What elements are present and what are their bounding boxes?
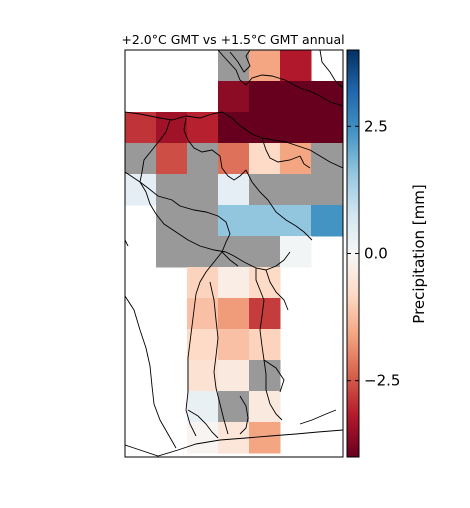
colorbar-gradient bbox=[347, 50, 359, 457]
heatmap-cell bbox=[280, 236, 312, 268]
heatmap-cell bbox=[218, 112, 250, 144]
heatmap-cell bbox=[218, 329, 250, 361]
colorbar-label: Precipitation [mm] bbox=[410, 184, 428, 323]
heatmap-cell bbox=[311, 205, 343, 237]
heatmap-cell bbox=[249, 391, 281, 423]
heatmap-cell bbox=[280, 81, 312, 113]
heatmap-cell bbox=[156, 236, 188, 268]
heatmap-cell bbox=[125, 112, 157, 144]
heatmap-cell bbox=[125, 143, 157, 175]
heatmap-cell bbox=[249, 174, 281, 206]
colorbar-tick-label: 0.0 bbox=[364, 245, 388, 263]
heatmap-cell bbox=[218, 174, 250, 206]
heatmap-cell bbox=[249, 205, 281, 237]
heatmap-cell bbox=[156, 174, 188, 206]
heatmap-cell bbox=[311, 143, 343, 175]
heatmap-cell bbox=[311, 112, 343, 144]
heatmap-cell bbox=[218, 205, 250, 237]
heatmap-cell bbox=[249, 236, 281, 268]
map-frame bbox=[124, 49, 344, 458]
heatmap-cell bbox=[218, 50, 250, 82]
heatmap-cell bbox=[249, 81, 281, 113]
heatmap-cell bbox=[249, 143, 281, 175]
heatmap-cell bbox=[187, 267, 219, 299]
heatmap-cell bbox=[249, 50, 281, 82]
colorbar-tick-label: −2.5 bbox=[364, 372, 400, 390]
chart-title: +2.0°C GMT vs +1.5°C GMT annual bbox=[121, 32, 344, 47]
heatmap-cell bbox=[187, 143, 219, 175]
colorbar-ticks: 2.5 0.0 −2.5 bbox=[347, 117, 400, 390]
heatmap-cell bbox=[311, 81, 343, 113]
heatmap-cell bbox=[249, 267, 281, 299]
heatmap-cell bbox=[187, 174, 219, 206]
heatmap-cell bbox=[249, 298, 281, 330]
heatmap-cell bbox=[156, 205, 188, 237]
heatmap-cell bbox=[218, 360, 250, 392]
heatmap-cell bbox=[156, 143, 188, 175]
heatmap-cell bbox=[218, 298, 250, 330]
country-borders bbox=[125, 50, 343, 457]
heatmap-cell bbox=[187, 329, 219, 361]
heatmap-cell bbox=[280, 174, 312, 206]
heatmap-cell bbox=[280, 143, 312, 175]
heatmap-cell bbox=[187, 205, 219, 237]
heatmap-cell bbox=[249, 329, 281, 361]
colorbar: 2.5 0.0 −2.5 Precipitation [mm] bbox=[346, 49, 428, 458]
heatmap-cell bbox=[218, 391, 250, 423]
heatmap-cells bbox=[125, 50, 343, 454]
heatmap-cell bbox=[311, 174, 343, 206]
heatmap-cell bbox=[280, 205, 312, 237]
heatmap-cell bbox=[280, 50, 312, 82]
heatmap-cell bbox=[218, 143, 250, 175]
heatmap-cell bbox=[187, 360, 219, 392]
colorbar-tick-label: 2.5 bbox=[364, 117, 388, 135]
heatmap-cell bbox=[187, 422, 219, 454]
heatmap-cell bbox=[218, 267, 250, 299]
heatmap-cell bbox=[280, 112, 312, 144]
map-plot-area bbox=[124, 49, 344, 458]
heatmap-cell bbox=[218, 81, 250, 113]
heatmap-cell bbox=[187, 391, 219, 423]
